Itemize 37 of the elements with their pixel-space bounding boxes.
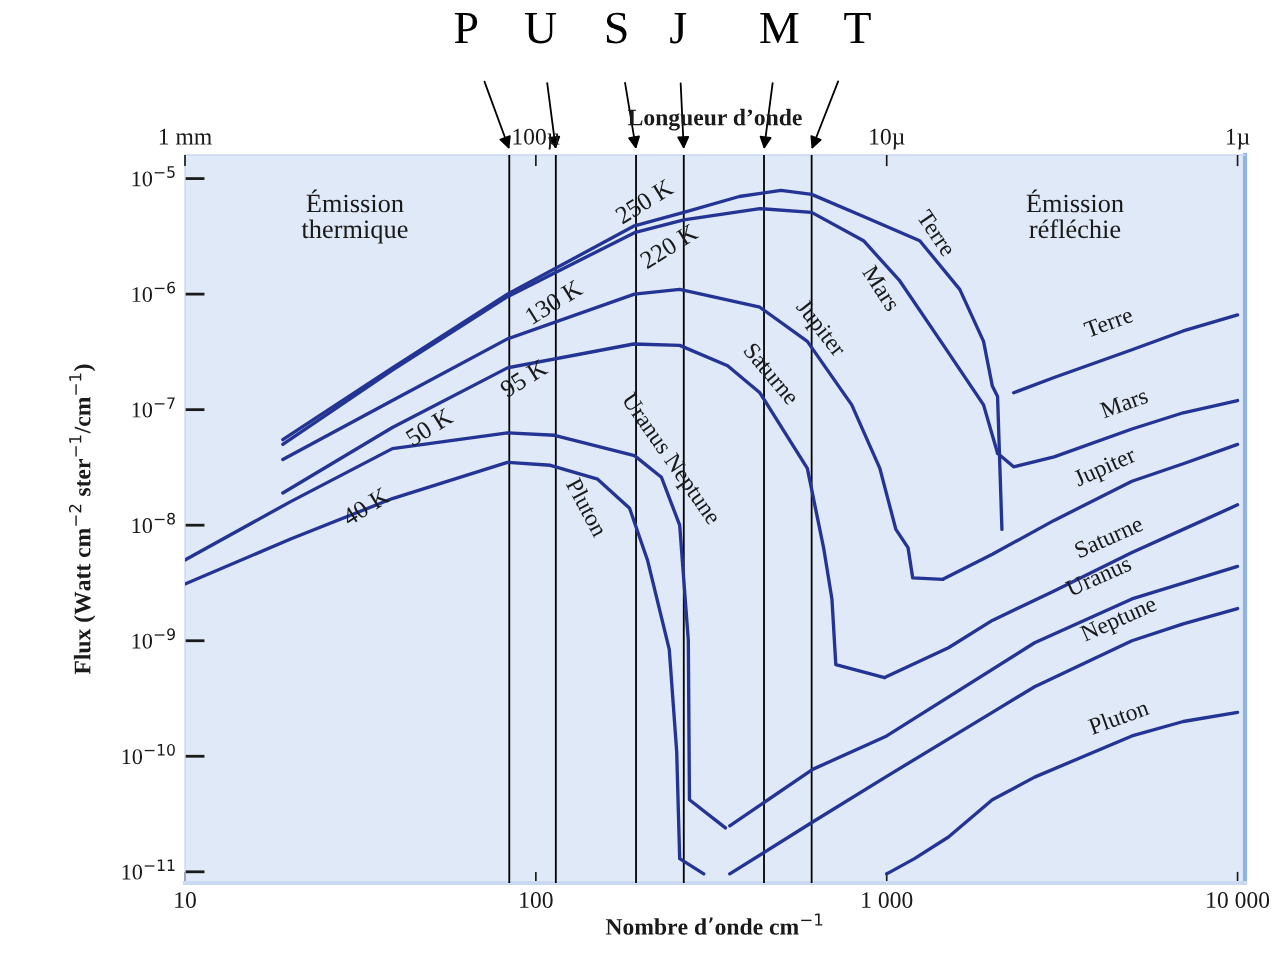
x-tick-label: 1 000: [862, 892, 913, 908]
ref-line-label: T: [844, 13, 871, 44]
annotation: 250 K: [614, 178, 675, 225]
annotation: Émission thermique: [301, 189, 408, 244]
annotation: 40 K: [340, 486, 391, 527]
x-tick-label: 10: [175, 892, 196, 908]
annotation: 220 K: [638, 222, 700, 270]
annotation: 50 K: [404, 407, 455, 447]
y-tick-label: 10$^{−11}$: [122, 859, 175, 880]
y-tick-label: 10$^{−7}$: [132, 397, 175, 418]
ref-line-label: P: [454, 13, 478, 44]
x-tick-label: 100: [520, 892, 553, 908]
y-tick-label: 10$^{−9}$: [132, 628, 175, 649]
text: Jupiter: [1072, 446, 1139, 492]
y-axis-title: Flux (Watt cm$^{−2}$ ster$^{−1}$/cm$^{−1}$): [68, 364, 96, 675]
annotation: 95 K: [498, 358, 549, 399]
annotation: Émission réfléchie: [1026, 189, 1124, 239]
text: Pluton: [1087, 698, 1150, 735]
ref-line-label: S: [606, 12, 627, 44]
text: Saturne: [1073, 515, 1144, 559]
text: Uranus: [1064, 559, 1133, 597]
y-tick-label: 10$^{−10}$: [122, 743, 175, 765]
y-tick-label: 10$^{−5}$: [132, 166, 175, 187]
text: Terre: [1083, 306, 1134, 338]
text: 10µ: [870, 128, 905, 150]
text: Mars: [1099, 387, 1149, 419]
y-tick-label: 10$^{−8}$: [132, 512, 175, 534]
x-tick-label: 10 000: [1207, 892, 1270, 908]
text: Pluton: [565, 476, 609, 538]
ref-line-label: U: [524, 13, 557, 44]
y-tick-label: 10$^{−6}$: [132, 281, 176, 303]
annotation: 130 K: [524, 278, 584, 325]
ref-line-label: J: [670, 13, 687, 44]
text: 1µ: [1226, 128, 1250, 150]
x-axis-title: Nombre d’onde cm$^{−1}$: [605, 913, 823, 935]
text: 1 mm: [159, 128, 212, 145]
ref-line-label: M: [760, 13, 799, 44]
